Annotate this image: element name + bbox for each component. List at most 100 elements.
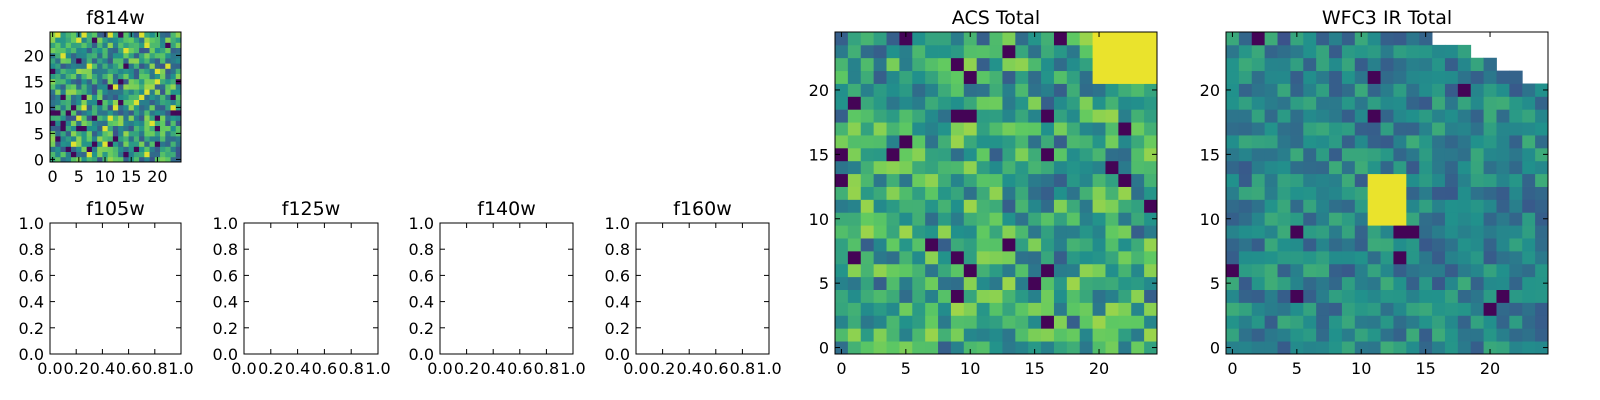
heatmap-cell — [149, 151, 156, 158]
heatmap-cell — [1118, 225, 1132, 239]
heatmap-cell — [128, 94, 135, 100]
heatmap-cell — [154, 37, 161, 43]
heatmap-cell — [1226, 328, 1240, 342]
heatmap-cell — [1419, 263, 1433, 278]
heatmap-cell — [1354, 147, 1369, 162]
heatmap-cell — [1041, 263, 1055, 278]
heatmap-cell — [133, 42, 140, 48]
heatmap-cell — [1380, 212, 1394, 226]
heatmap-cell — [938, 199, 952, 213]
heatmap-cell — [886, 238, 900, 252]
heatmap-cell — [175, 146, 182, 152]
heatmap-cell — [175, 110, 182, 116]
heatmap-cell — [1354, 199, 1369, 213]
heatmap-cell — [1079, 135, 1093, 149]
heatmap-cell — [65, 125, 72, 132]
heatmap-cell — [70, 68, 77, 74]
heatmap-cell — [128, 125, 135, 132]
heatmap-cell — [165, 146, 171, 152]
heatmap-cell — [165, 47, 171, 54]
heatmap-cell — [107, 146, 114, 152]
heatmap-cell — [107, 136, 114, 142]
heatmap-cell — [139, 94, 145, 100]
heatmap-cell — [1290, 135, 1304, 149]
heatmap-cell — [1264, 70, 1278, 84]
heatmap-cell — [1238, 250, 1253, 265]
heatmap-cell — [107, 120, 114, 126]
heatmap-cell — [70, 110, 77, 116]
heatmap-cell — [1118, 328, 1132, 342]
heatmap-cell — [1131, 57, 1145, 72]
heatmap-cell — [899, 32, 913, 46]
heatmap-cell — [1522, 341, 1536, 355]
heatmap-cell — [86, 89, 93, 95]
heatmap-cell — [1002, 173, 1016, 187]
heatmap-cell — [1303, 276, 1317, 290]
x-tick-label: 20 — [1089, 359, 1109, 378]
heatmap-cell — [1367, 199, 1381, 213]
heatmap-cell — [976, 109, 990, 123]
heatmap-cell — [1251, 135, 1266, 149]
heatmap-cell — [97, 151, 103, 158]
heatmap-cell — [1496, 96, 1510, 110]
heatmap-cell — [50, 89, 56, 95]
heatmap-cell — [989, 199, 1003, 213]
heatmap-cell — [1131, 341, 1145, 355]
heatmap-cell — [1079, 160, 1093, 175]
heatmap-cell — [1238, 341, 1253, 355]
heatmap-cell — [149, 47, 156, 54]
heatmap-cell — [925, 44, 939, 59]
heatmap-cell — [925, 173, 939, 187]
heatmap-cell — [55, 125, 61, 132]
heatmap-cell — [70, 52, 77, 59]
heatmap-cell — [1444, 199, 1459, 213]
heatmap-cell — [144, 52, 150, 59]
heatmap-cell — [1028, 225, 1042, 239]
heatmap-cell — [1444, 147, 1459, 162]
heatmap-cell — [1496, 199, 1510, 213]
heatmap-cell — [1303, 302, 1317, 316]
heatmap-cell — [989, 212, 1003, 226]
heatmap-cell — [860, 328, 875, 342]
heatmap-cell — [1483, 225, 1497, 239]
heatmap-cell — [860, 289, 875, 303]
heatmap-cell — [1522, 276, 1536, 290]
heatmap-cell — [1509, 225, 1523, 239]
heatmap-cell — [86, 125, 93, 132]
heatmap-cell — [1522, 186, 1536, 200]
heatmap-cell — [1316, 44, 1330, 59]
heatmap-cell — [1509, 96, 1523, 110]
heatmap-cell — [70, 47, 77, 54]
heatmap-cell — [139, 47, 145, 54]
heatmap-cell — [107, 68, 114, 74]
heatmap-cell — [81, 78, 88, 85]
heatmap-cell — [70, 32, 77, 38]
heatmap-cell — [1496, 122, 1510, 136]
heatmap-cell — [97, 63, 103, 69]
heatmap-cell — [1144, 160, 1158, 175]
heatmap-cell — [60, 42, 67, 48]
heatmap-cell — [154, 47, 161, 54]
heatmap-cell — [81, 156, 88, 163]
heatmap-cell — [886, 263, 900, 278]
heatmap-cell — [1041, 109, 1055, 123]
heatmap-cell — [835, 250, 849, 265]
heatmap-cell — [144, 146, 150, 152]
heatmap-cell — [60, 68, 67, 74]
heatmap-cell — [886, 147, 900, 162]
heatmap-cell — [1380, 315, 1394, 329]
y-tick-label: 20 — [24, 46, 44, 65]
heatmap-cell — [149, 115, 156, 121]
heatmap-cell — [899, 160, 913, 175]
heatmap-cell — [873, 212, 887, 226]
heatmap-cell — [149, 146, 156, 152]
heatmap-cell — [133, 136, 140, 142]
heatmap-cell — [925, 289, 939, 303]
heatmap-cell — [139, 58, 145, 64]
heatmap-cell — [1277, 238, 1291, 252]
heatmap-cell — [86, 52, 93, 59]
heatmap-cell — [835, 186, 849, 200]
heatmap-cell — [65, 73, 72, 80]
